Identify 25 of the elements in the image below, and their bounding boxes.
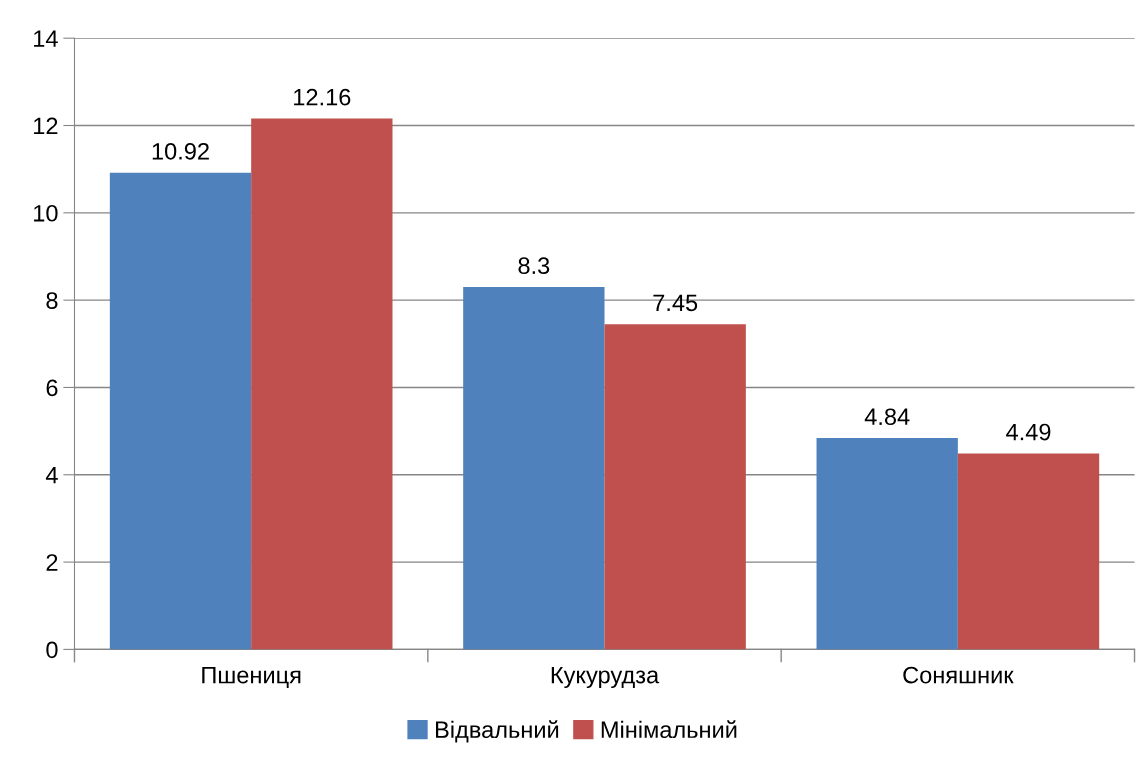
data-label: 10.92 (152, 142, 209, 160)
bar (816, 438, 958, 650)
y-tick-label: 0 (46, 641, 58, 659)
y-tick-label: 8 (46, 292, 58, 309)
data-label: 12.16 (294, 88, 351, 106)
bar (957, 453, 1100, 650)
y-tick-label: 2 (46, 554, 58, 571)
legend-label: Мінімальний (601, 720, 737, 739)
y-tick-label: 6 (46, 379, 58, 397)
bar (109, 172, 252, 650)
data-label: 4.49 (1006, 423, 1051, 441)
data-label: 8.3 (518, 257, 550, 275)
data-label: 4.84 (864, 408, 910, 426)
y-tick-label: 10 (34, 204, 58, 222)
y-tick-label: 4 (45, 467, 58, 484)
bar (463, 287, 605, 650)
x-tick-label: Соняшник (903, 666, 1014, 684)
data-label: 7.45 (653, 294, 698, 312)
bar (604, 324, 746, 650)
y-tick-label: 12 (34, 117, 58, 135)
y-tick-label: 14 (34, 30, 58, 47)
bar (251, 118, 393, 650)
x-tick-label: Кукурудза (551, 666, 660, 689)
legend-label: Відвальний (435, 720, 559, 743)
x-tick-label: Пшениця (202, 666, 301, 688)
